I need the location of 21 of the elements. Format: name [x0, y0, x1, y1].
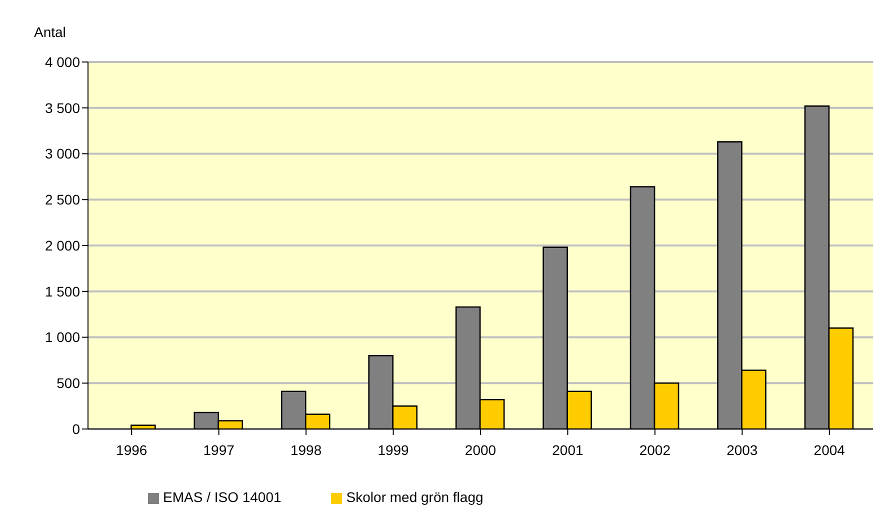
y-tick-label: 3 000	[44, 146, 80, 162]
y-tick-label: 500	[56, 375, 80, 392]
x-tick-label: 1998	[290, 442, 322, 458]
legend-label: EMAS / ISO 14001	[163, 489, 282, 505]
y-tick-label: 2 500	[44, 192, 80, 208]
legend-label: Skolor med grön flagg	[346, 489, 484, 505]
x-tick-label: 2002	[639, 442, 671, 458]
x-tick-label: 1996	[116, 442, 148, 458]
y-tick-label: 1 500	[44, 283, 80, 300]
x-tick-label: 2000	[464, 442, 496, 458]
x-tick-label: 1999	[378, 442, 410, 458]
x-tick-label: 2004	[814, 442, 846, 458]
x-tick-label: 2001	[552, 442, 584, 458]
y-tick-label: 1 000	[44, 329, 80, 346]
x-tick-label: 1997	[203, 442, 235, 458]
y-tick-label: 0	[72, 420, 80, 437]
y-tick-label: 2 000	[44, 237, 80, 254]
y-tick-label: 3 500	[44, 100, 80, 116]
y-tick-label: 4 000	[44, 54, 80, 70]
x-tick-label: 2003	[726, 442, 758, 458]
y-axis-title: Antal	[34, 24, 66, 40]
